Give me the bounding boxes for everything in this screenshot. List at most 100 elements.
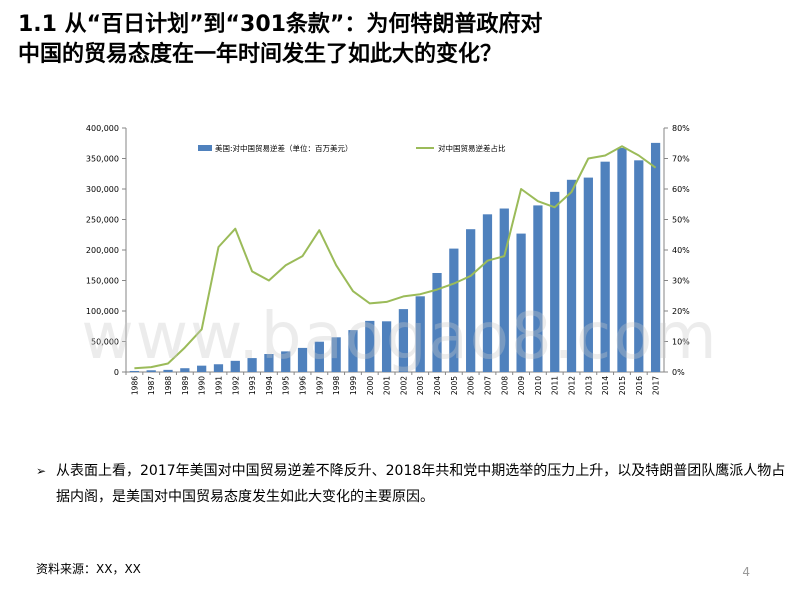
deficit-bar (583, 177, 593, 372)
deficit-bar (247, 358, 257, 372)
x-tick-label: 2012 (568, 376, 577, 395)
x-tick-label: 1990 (198, 376, 207, 395)
deficit-bar (550, 191, 560, 372)
deficit-bar (381, 321, 392, 372)
deficit-bar (314, 341, 324, 372)
chart-axes: 0 50,000 100,000 150,000 200,000 250,000 300,0… (86, 124, 690, 395)
deficit-bar (466, 229, 476, 372)
deficit-bar (499, 208, 509, 372)
right-tick-label: 30% (672, 277, 690, 286)
deficit-bar (566, 179, 577, 372)
right-tick-label: 0% (672, 368, 685, 377)
deficit-bar (617, 147, 627, 372)
x-tick-label: 1991 (214, 376, 223, 395)
left-tick-label: 100,000 (86, 307, 119, 316)
x-tick-label: 1988 (164, 376, 173, 395)
left-tick-label: 300,000 (86, 185, 119, 194)
title-line-2: 中国的贸易态度在一年时间发生了如此大的变化？ (18, 42, 503, 67)
x-tick-label: 1997 (315, 376, 324, 395)
x-tick-label: 2002 (399, 376, 408, 395)
x-tick-label: 1999 (349, 376, 358, 395)
x-tick-label: 2004 (433, 376, 442, 395)
deficit-bar (516, 233, 526, 372)
deficit-bar (398, 309, 409, 372)
left-tick-label: 150,000 (86, 277, 119, 286)
x-tick-label: 1992 (231, 376, 240, 395)
x-tick-label: 2017 (652, 376, 661, 395)
right-tick-label: 60% (672, 185, 690, 194)
deficit-bar (281, 351, 291, 372)
deficit-bar (230, 360, 240, 372)
deficit-bar (264, 354, 274, 372)
watermark: www.baogao8.com (81, 300, 719, 374)
left-tick-label: 50,000 (91, 338, 119, 347)
x-tick-label: 2001 (383, 376, 392, 395)
deficit-bar (129, 370, 140, 372)
x-tick-label: 1989 (181, 376, 190, 395)
x-tick-label: 1986 (130, 376, 139, 395)
bullet-paragraph: ➢ 从表面上看，2017年美国对中国贸易逆差不降反升、2018年共和党中期选举的… (36, 458, 786, 510)
page-title: 1.1 从“百日计划”到“301条款”：为何特朗普政府对 中国的贸易态度在一年时… (18, 10, 788, 70)
deficit-bar (331, 337, 341, 372)
deficit-bar (213, 364, 224, 372)
x-tick-label: 2013 (584, 376, 593, 395)
left-tick-label: 350,000 (86, 155, 119, 164)
x-tick-label: 2003 (416, 376, 425, 395)
x-tick-label: 1993 (248, 376, 257, 395)
left-tick-label: 0 (114, 368, 119, 377)
x-tick-label: 2010 (534, 376, 543, 395)
share-line-path (134, 145, 657, 370)
left-tick-label: 400,000 (86, 124, 119, 133)
source-note: 资料来源：XX，XX (36, 562, 141, 576)
x-tick-label: 1994 (265, 376, 274, 395)
x-tick-label: 2005 (450, 376, 459, 395)
x-tick-label: 2011 (551, 376, 560, 395)
x-tick-label: 2009 (517, 376, 526, 395)
x-tick-label: 1987 (147, 376, 156, 395)
right-tick-label: 40% (672, 246, 690, 255)
deficit-bar (432, 272, 442, 372)
deficit-bar (348, 330, 358, 372)
deficit-bar (634, 160, 644, 372)
right-tick-label: 20% (672, 307, 690, 316)
bullet-arrow-icon: ➢ (36, 464, 47, 478)
x-tick-label: 2007 (483, 376, 492, 395)
deficit-bar (533, 205, 543, 372)
title-line-1: 1.1 从“百日计划”到“301条款”：为何特朗普政府对 (18, 12, 543, 37)
legend-line-label: 对中国贸易逆差占比 (438, 143, 506, 153)
deficit-bar (180, 368, 190, 372)
x-tick-label: 2000 (366, 376, 375, 395)
x-tick-label: 2014 (601, 376, 610, 395)
legend-bar-swatch (198, 145, 212, 151)
deficit-bar (146, 370, 156, 372)
left-tick-label: 200,000 (86, 246, 119, 255)
x-tick-label: 1998 (332, 376, 341, 395)
deficit-bar (365, 320, 375, 372)
deficit-bar (449, 248, 459, 372)
deficit-bars (129, 142, 661, 372)
deficit-bar (415, 296, 425, 372)
share-line (134, 145, 657, 370)
right-tick-label: 10% (672, 338, 690, 347)
left-tick-label: 250,000 (86, 216, 119, 225)
x-tick-label: 2006 (467, 376, 476, 395)
right-tick-label: 50% (672, 216, 690, 225)
x-tick-label: 2015 (618, 376, 627, 395)
chart-legend: 美国:对中国贸易逆差（单位：百万美元） 对中国贸易逆差占比 (198, 143, 506, 153)
page-number: 4 (742, 565, 750, 579)
x-tick-label: 2016 (635, 376, 644, 395)
legend-bar-label: 美国:对中国贸易逆差（单位：百万美元） (215, 143, 353, 153)
deficit-bar (600, 161, 610, 372)
bullet-text: 从表面上看，2017年美国对中国贸易逆差不降反升、2018年共和党中期选举的压力… (56, 463, 786, 505)
right-tick-label: 70% (672, 155, 690, 164)
x-tick-label: 1996 (299, 376, 308, 395)
deficit-bar (197, 365, 207, 372)
x-tick-label: 1995 (282, 376, 291, 395)
deficit-bar (650, 142, 661, 372)
trade-deficit-chart: 0 50,000 100,000 150,000 200,000 250,000 300,0… (86, 124, 690, 395)
deficit-bar (297, 347, 308, 372)
deficit-bar (163, 369, 173, 372)
x-tick-label: 2008 (500, 376, 509, 395)
deficit-bar (482, 214, 493, 372)
right-tick-label: 80% (672, 124, 690, 133)
